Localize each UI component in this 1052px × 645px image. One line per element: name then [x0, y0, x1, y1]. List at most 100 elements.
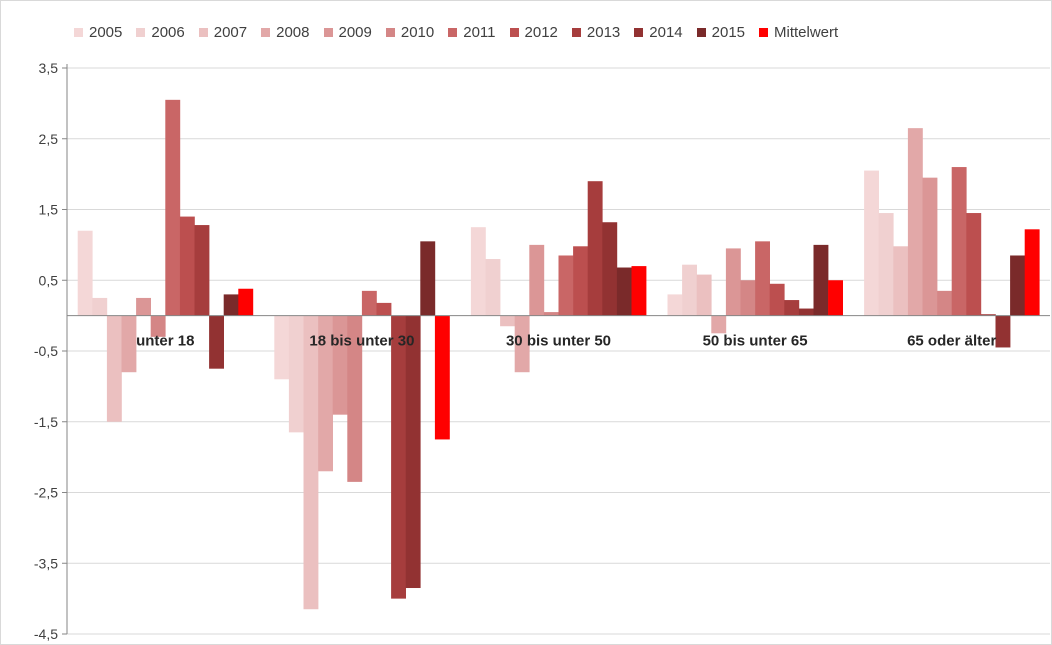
bar	[543, 312, 559, 316]
bar	[966, 213, 982, 316]
legend-swatch	[136, 27, 146, 37]
bar	[106, 315, 122, 422]
category-label: 18 bis unter 30	[309, 333, 414, 350]
bar	[209, 315, 224, 369]
bar	[420, 241, 436, 316]
bar	[878, 213, 894, 316]
bar	[136, 297, 151, 316]
chart-legend: 2005 2006 2007 2008 2009 2010 2011 2012 2013 2014…	[74, 19, 852, 45]
legend-swatch	[571, 27, 581, 37]
bar	[864, 170, 879, 316]
y-tick-label: 1,5	[39, 202, 59, 218]
bar	[514, 315, 530, 373]
bar	[667, 294, 683, 316]
bar	[405, 315, 421, 589]
legend-label: 2014	[649, 23, 683, 41]
bar	[769, 283, 785, 316]
legend-label: 2013	[586, 23, 621, 41]
bar	[631, 266, 647, 316]
bar	[616, 267, 632, 316]
y-tick-label: 2,5	[39, 131, 59, 147]
bar	[361, 290, 377, 316]
bar	[893, 246, 909, 316]
bar	[223, 294, 239, 316]
legend-swatch	[261, 27, 271, 37]
legend-label: 2006	[151, 23, 185, 41]
legend-swatch	[448, 27, 458, 37]
bar	[274, 315, 290, 380]
legend-swatch	[198, 27, 208, 37]
bar	[470, 227, 486, 316]
bar	[828, 280, 843, 316]
legend-item: 2013	[571, 23, 621, 41]
legend-item: 2008	[261, 23, 310, 41]
y-tick-label: -3,5	[34, 555, 58, 571]
bar	[179, 216, 195, 316]
legend-item: 2010	[385, 23, 435, 41]
bar	[288, 315, 304, 433]
bar	[121, 315, 137, 373]
bar	[558, 255, 574, 316]
legend-label: 2011	[463, 23, 496, 41]
category-label: 65 oder älter	[907, 333, 996, 350]
legend-item: 2011	[448, 23, 496, 41]
legend-label: 2009	[338, 23, 372, 41]
bar	[951, 167, 967, 316]
category-label: unter 18	[136, 333, 194, 350]
legend-item: 2005	[74, 24, 122, 41]
legend-swatch	[74, 27, 83, 37]
legend-item: 2015	[696, 23, 746, 41]
y-tick-label: 0,5	[39, 272, 59, 288]
legend-swatch	[385, 27, 395, 37]
legend-label: Mittelwert	[774, 23, 839, 41]
bar	[573, 246, 588, 316]
bar	[1010, 255, 1025, 316]
bar	[995, 315, 1011, 348]
legend-label: 2015	[711, 23, 746, 41]
bar	[798, 308, 814, 316]
bar	[922, 177, 938, 316]
bar	[696, 274, 712, 316]
legend-swatch	[696, 27, 706, 37]
bar	[434, 315, 450, 440]
legend-swatch	[509, 27, 519, 37]
bar	[980, 314, 996, 316]
bar	[907, 128, 923, 316]
bar	[937, 290, 952, 316]
bar	[347, 315, 363, 482]
bar	[529, 244, 545, 316]
bar	[755, 241, 770, 316]
bar	[318, 315, 333, 472]
bar	[376, 302, 392, 316]
y-tick-label: 3,5	[39, 60, 59, 76]
bar	[740, 280, 756, 316]
y-tick-label: -1,5	[34, 414, 58, 430]
bar	[587, 181, 603, 316]
bar	[485, 259, 501, 316]
legend-item: 2014	[634, 23, 683, 41]
bar	[813, 244, 829, 316]
bar	[303, 315, 319, 610]
category-label: 30 bis unter 50	[506, 333, 611, 350]
legend-item: 2006	[136, 23, 185, 41]
bar	[238, 288, 254, 316]
legend-label: 2007	[213, 23, 248, 41]
category-label: 50 bis unter 65	[703, 333, 808, 350]
legend-label: 2008	[276, 23, 310, 41]
legend-label: 2012	[524, 23, 558, 41]
bar	[725, 248, 741, 316]
legend-item: 2007	[198, 23, 248, 41]
y-tick-label: -4,5	[34, 626, 58, 642]
bar	[194, 225, 210, 316]
legend-label: 2010	[400, 23, 435, 41]
bar	[1024, 229, 1040, 316]
y-tick-label: -2,5	[34, 485, 58, 501]
legend-item: 2009	[323, 23, 372, 41]
bar	[92, 297, 108, 316]
legend-label: 2005	[89, 23, 123, 41]
legend-swatch	[323, 27, 333, 37]
bar	[150, 315, 166, 337]
bar	[77, 230, 93, 316]
bar	[711, 315, 727, 334]
